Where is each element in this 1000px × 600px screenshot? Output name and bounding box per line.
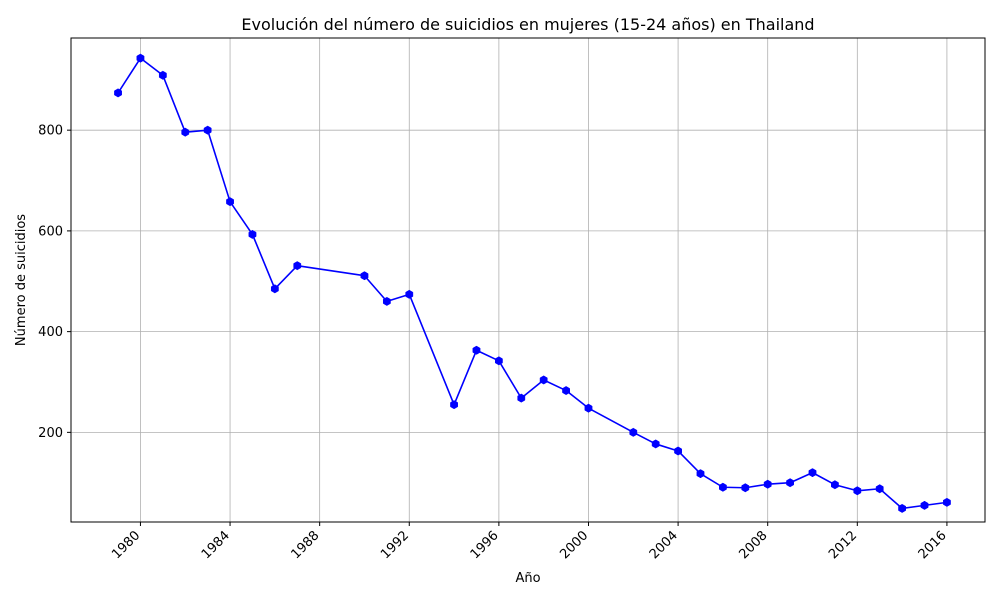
x-tick-label: 2000 xyxy=(557,528,591,562)
data-point-marker xyxy=(472,345,481,355)
data-point-marker xyxy=(651,439,660,449)
series-line xyxy=(117,57,948,510)
x-tick-label: 2012 xyxy=(826,528,860,562)
data-point-marker xyxy=(226,197,234,207)
data-point-marker xyxy=(270,284,279,294)
x-tick-label: 1984 xyxy=(199,528,233,562)
plot-frame xyxy=(70,37,986,523)
x-axis-ticks: 1980 1984 1988 1992 1996 2000 2004 2008 2012 2016 xyxy=(109,522,950,562)
data-point-marker xyxy=(494,356,503,366)
data-point-marker xyxy=(786,478,794,488)
x-tick-label: 2004 xyxy=(647,528,681,562)
data-point-marker xyxy=(382,296,391,306)
data-point-marker xyxy=(360,271,369,281)
data-point-marker xyxy=(808,468,817,478)
x-tick-label: 1988 xyxy=(288,528,322,562)
x-axis-label: Año xyxy=(515,571,540,586)
x-tick-label: 1996 xyxy=(468,528,502,562)
y-axis-label: Número de suicidios xyxy=(14,214,29,346)
data-point-marker xyxy=(562,386,570,396)
y-tick-label: 400 xyxy=(38,325,63,340)
data-point-marker xyxy=(674,446,682,456)
data-point-marker xyxy=(517,393,526,403)
data-point-marker xyxy=(831,480,839,490)
y-tick-label: 600 xyxy=(38,224,63,239)
y-tick-label: 800 xyxy=(38,124,63,139)
data-point-marker xyxy=(405,289,414,299)
data-point-marker xyxy=(248,229,257,239)
data-point-marker xyxy=(539,375,548,385)
data-point-marker xyxy=(920,500,929,510)
data-point-marker xyxy=(719,482,727,492)
data-point-marker xyxy=(629,427,638,437)
data-point-marker xyxy=(696,469,705,479)
data-point-marker xyxy=(136,53,145,63)
x-tick-label: 1992 xyxy=(378,528,412,562)
data-point-marker xyxy=(943,497,951,507)
data-point-marker xyxy=(158,70,167,80)
data-point-marker xyxy=(293,261,302,271)
data-point-marker xyxy=(763,479,772,489)
x-tick-label: 1980 xyxy=(109,528,143,562)
series-line-layer xyxy=(117,57,948,510)
y-tick-label: 200 xyxy=(38,426,63,441)
x-tick-label: 2008 xyxy=(737,528,771,562)
data-point-marker xyxy=(181,127,190,137)
data-point-marker xyxy=(875,484,884,494)
data-point-marker xyxy=(114,88,122,98)
y-axis-ticks: 200 400 600 800 xyxy=(38,124,71,441)
data-point-marker xyxy=(898,503,906,513)
markers-layer xyxy=(114,53,951,513)
x-tick-label: 2016 xyxy=(916,528,950,562)
data-point-marker xyxy=(203,125,212,135)
data-point-marker xyxy=(741,483,750,493)
data-point-marker xyxy=(584,403,593,413)
grid xyxy=(71,38,985,522)
data-point-marker xyxy=(450,400,458,410)
chart-title: Evolución del número de suicidios en muj… xyxy=(241,15,814,34)
data-point-marker xyxy=(853,486,862,496)
